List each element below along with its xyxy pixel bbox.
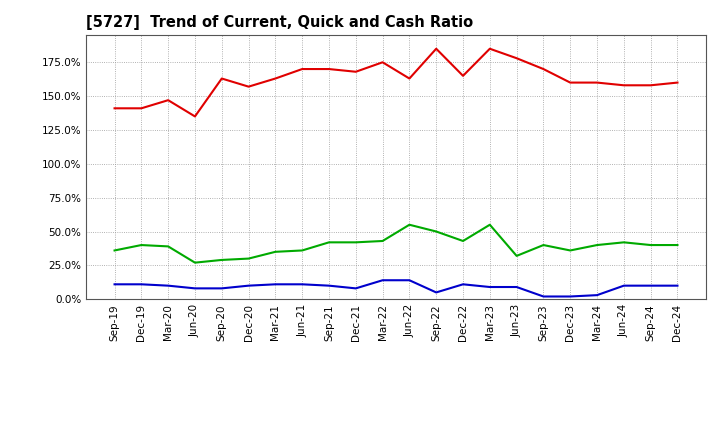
Cash Ratio — [513, 284, 521, 290]
Quick Ratio — [566, 248, 575, 253]
Current Ratio — [325, 66, 333, 72]
Quick Ratio — [513, 253, 521, 259]
Current Ratio — [271, 76, 279, 81]
Cash Ratio — [539, 294, 548, 299]
Cash Ratio — [459, 282, 467, 287]
Line: Current Ratio: Current Ratio — [114, 49, 678, 117]
Quick Ratio — [137, 242, 145, 248]
Cash Ratio — [673, 283, 682, 288]
Cash Ratio — [244, 283, 253, 288]
Current Ratio — [405, 76, 414, 81]
Quick Ratio — [539, 242, 548, 248]
Cash Ratio — [110, 282, 119, 287]
Cash Ratio — [164, 283, 173, 288]
Current Ratio — [539, 66, 548, 72]
Line: Cash Ratio: Cash Ratio — [114, 280, 678, 297]
Current Ratio — [351, 69, 360, 74]
Cash Ratio — [271, 282, 279, 287]
Cash Ratio — [378, 278, 387, 283]
Quick Ratio — [351, 240, 360, 245]
Current Ratio — [164, 98, 173, 103]
Cash Ratio — [485, 284, 494, 290]
Cash Ratio — [593, 293, 601, 298]
Current Ratio — [298, 66, 307, 72]
Quick Ratio — [405, 222, 414, 227]
Current Ratio — [217, 76, 226, 81]
Current Ratio — [485, 46, 494, 51]
Quick Ratio — [271, 249, 279, 254]
Cash Ratio — [647, 283, 655, 288]
Current Ratio — [459, 73, 467, 78]
Cash Ratio — [351, 286, 360, 291]
Current Ratio — [513, 55, 521, 61]
Current Ratio — [619, 83, 628, 88]
Current Ratio — [673, 80, 682, 85]
Cash Ratio — [217, 286, 226, 291]
Quick Ratio — [593, 242, 601, 248]
Cash Ratio — [298, 282, 307, 287]
Current Ratio — [647, 83, 655, 88]
Cash Ratio — [405, 278, 414, 283]
Quick Ratio — [110, 248, 119, 253]
Quick Ratio — [619, 240, 628, 245]
Quick Ratio — [378, 238, 387, 244]
Quick Ratio — [485, 222, 494, 227]
Text: [5727]  Trend of Current, Quick and Cash Ratio: [5727] Trend of Current, Quick and Cash … — [86, 15, 474, 30]
Quick Ratio — [191, 260, 199, 265]
Current Ratio — [593, 80, 601, 85]
Cash Ratio — [191, 286, 199, 291]
Cash Ratio — [566, 294, 575, 299]
Quick Ratio — [164, 244, 173, 249]
Current Ratio — [244, 84, 253, 89]
Cash Ratio — [619, 283, 628, 288]
Quick Ratio — [217, 257, 226, 263]
Current Ratio — [137, 106, 145, 111]
Current Ratio — [110, 106, 119, 111]
Current Ratio — [432, 46, 441, 51]
Current Ratio — [191, 114, 199, 119]
Quick Ratio — [298, 248, 307, 253]
Current Ratio — [566, 80, 575, 85]
Cash Ratio — [325, 283, 333, 288]
Quick Ratio — [432, 229, 441, 234]
Quick Ratio — [459, 238, 467, 244]
Line: Quick Ratio: Quick Ratio — [114, 225, 678, 263]
Quick Ratio — [647, 242, 655, 248]
Quick Ratio — [673, 242, 682, 248]
Cash Ratio — [432, 290, 441, 295]
Current Ratio — [378, 60, 387, 65]
Quick Ratio — [325, 240, 333, 245]
Quick Ratio — [244, 256, 253, 261]
Cash Ratio — [137, 282, 145, 287]
